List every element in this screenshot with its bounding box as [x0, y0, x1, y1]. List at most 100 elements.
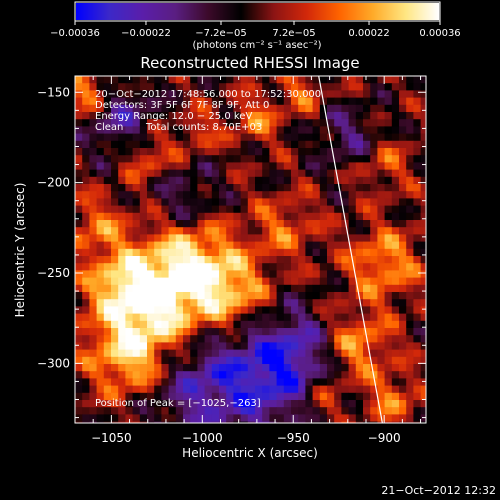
heatmap-cell: [413, 227, 421, 235]
heatmap-cell: [420, 328, 426, 336]
heatmap-cell: [327, 155, 335, 163]
heatmap-cell: [283, 212, 292, 221]
heatmap-cell: [406, 263, 414, 271]
colorbar-swatch: [346, 3, 348, 20]
heatmap-cell: [341, 378, 349, 386]
colorbar-swatch: [265, 3, 267, 20]
heatmap-cell: [319, 371, 328, 379]
colorbar-swatch: [250, 3, 252, 20]
heatmap-cell: [341, 421, 349, 423]
heatmap-cell: [341, 104, 349, 113]
heatmap-cell: [276, 212, 285, 221]
heatmap-cell: [363, 140, 371, 149]
heatmap-cell: [75, 256, 83, 264]
heatmap-cell: [341, 400, 349, 408]
heatmap-cell: [132, 248, 141, 257]
colorbar-swatch: [171, 3, 173, 20]
heatmap-cell: [269, 76, 277, 84]
heatmap-cell: [132, 284, 141, 293]
heatmap-cell: [247, 313, 256, 322]
heatmap-cell: [406, 371, 414, 379]
heatmap-cell: [334, 83, 342, 91]
heatmap-cell: [82, 176, 90, 185]
colorbar-swatch: [151, 3, 153, 20]
heatmap-cell: [175, 104, 184, 113]
heatmap-cell: [204, 169, 213, 178]
heatmap-cell: [125, 292, 133, 300]
heatmap-cell: [291, 169, 299, 178]
heatmap-cell: [125, 234, 133, 242]
colorbar-swatch: [365, 3, 367, 20]
heatmap-cell: [420, 284, 426, 293]
heatmap-cell: [132, 349, 141, 358]
heatmap-cell: [154, 364, 162, 372]
heatmap-cell: [147, 112, 155, 120]
heatmap-cell: [269, 90, 277, 98]
heatmap-cell: [363, 320, 371, 329]
heatmap-cell: [355, 414, 364, 422]
heatmap-cell: [262, 112, 270, 120]
heatmap-cell: [262, 241, 270, 250]
heatmap-cell: [262, 155, 270, 163]
heatmap-cell: [125, 104, 133, 113]
heatmap-cell: [312, 198, 321, 206]
colorbar-swatch: [103, 3, 105, 20]
heatmap-cell: [125, 126, 133, 134]
heatmap-cell: [334, 241, 342, 250]
heatmap-cell: [219, 328, 227, 336]
heatmap-cell: [255, 191, 263, 199]
heatmap-cell: [118, 392, 126, 401]
heatmap-cell: [103, 176, 112, 185]
heatmap-cell: [283, 356, 292, 365]
heatmap-cell: [276, 364, 285, 372]
heatmap-cell: [269, 421, 277, 423]
heatmap-cell: [204, 90, 213, 98]
heatmap-cell: [384, 234, 393, 242]
heatmap-cell: [240, 184, 249, 192]
heatmap-cell: [391, 112, 400, 120]
heatmap-cell: [319, 292, 328, 300]
colorbar-swatch: [387, 3, 389, 20]
heatmap-cell: [413, 76, 421, 84]
colorbar-swatch: [426, 3, 428, 20]
colorbar-swatch: [318, 3, 320, 20]
heatmap-cell: [283, 205, 292, 214]
heatmap-cell: [262, 191, 270, 199]
heatmap-cell: [355, 284, 364, 293]
heatmap-cell: [154, 220, 162, 228]
colorbar-swatch: [78, 3, 80, 20]
colorbar-swatch: [121, 3, 123, 20]
heatmap-cell: [305, 263, 313, 271]
heatmap-cell: [341, 299, 349, 307]
heatmap-cell: [363, 119, 371, 127]
heatmap-cell: [370, 356, 378, 365]
heatmap-cell: [103, 205, 112, 214]
heatmap-cell: [197, 155, 205, 163]
heatmap-cell: [406, 133, 414, 142]
colorbar-swatch: [80, 3, 82, 20]
heatmap-cell: [147, 162, 155, 170]
heatmap-cell: [197, 234, 205, 242]
heatmap-cell: [118, 169, 126, 178]
heatmap-cell: [226, 400, 234, 408]
heatmap-cell: [276, 256, 285, 264]
heatmap-cell: [89, 227, 97, 235]
heatmap-cell: [355, 119, 364, 127]
heatmap-cell: [211, 284, 220, 293]
heatmap-cell: [190, 212, 198, 221]
heatmap-cell: [283, 184, 292, 192]
heatmap-cell: [283, 169, 292, 178]
heatmap-cell: [168, 313, 177, 322]
heatmap-cell: [103, 313, 112, 322]
heatmap-cell: [312, 162, 321, 170]
heatmap-cell: [89, 414, 97, 422]
heatmap-cell: [197, 364, 205, 372]
heatmap-cell: [233, 205, 241, 214]
heatmap-cell: [363, 90, 371, 98]
heatmap-cell: [377, 140, 385, 149]
heatmap-cell: [276, 90, 285, 98]
heatmap-cell: [348, 133, 357, 142]
heatmap-cell: [420, 169, 426, 178]
heatmap-cell: [420, 407, 426, 415]
heatmap-cell: [204, 328, 213, 336]
